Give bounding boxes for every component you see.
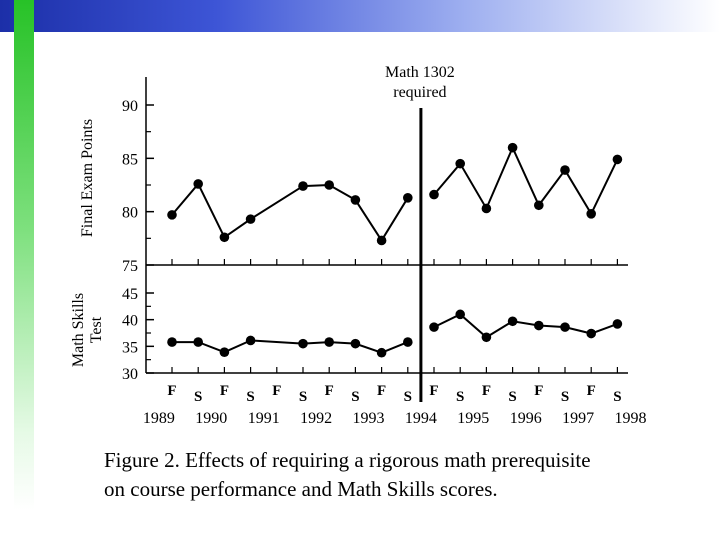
semester-label: F xyxy=(272,383,281,399)
caption-line-2: on course performance and Math Skills sc… xyxy=(104,477,498,501)
math-skills-data-point xyxy=(193,337,203,347)
year-label: 1990 xyxy=(195,410,227,427)
year-label: 1997 xyxy=(562,410,594,427)
final-exam-data-point xyxy=(350,195,361,205)
semester-label: F xyxy=(482,383,491,399)
semester-label: S xyxy=(246,389,254,405)
math-skills-y-tick-label: 35 xyxy=(122,339,138,356)
final-exam-data-point xyxy=(507,142,518,153)
caption-line-1: Figure 2. Effects of requiring a rigorou… xyxy=(104,448,591,472)
math-skills-data-point xyxy=(167,337,177,347)
math-skills-data-point xyxy=(324,337,335,347)
math-skills-y-axis-label: Test xyxy=(88,316,105,343)
semester-label: S xyxy=(613,389,621,405)
math-skills-data-point xyxy=(350,338,361,349)
semester-label: S xyxy=(194,389,202,405)
title-band xyxy=(0,0,720,32)
math-skills-data-point xyxy=(403,337,413,347)
math-skills-data-point xyxy=(560,322,570,332)
final-exam-data-point xyxy=(245,214,256,224)
math-skills-data-point xyxy=(534,320,544,331)
semester-label: F xyxy=(377,383,386,399)
final-exam-data-point xyxy=(612,154,623,165)
math-skills-data-point xyxy=(612,319,623,329)
math-skills-data-point xyxy=(219,347,230,358)
year-label: 1991 xyxy=(248,410,280,427)
math-skills-data-point xyxy=(429,322,439,332)
math-skills-y-tick-label: 30 xyxy=(122,366,138,383)
semester-label: F xyxy=(167,383,176,399)
annotation-line-2: required xyxy=(393,84,446,101)
math-skills-data-point xyxy=(481,332,492,343)
final-exam-data-point xyxy=(481,203,492,214)
semester-label: S xyxy=(299,389,307,405)
semester-label: F xyxy=(429,383,438,399)
year-label: 1998 xyxy=(615,410,647,427)
final-exam-series-line xyxy=(171,182,409,243)
semester-label: S xyxy=(508,389,516,405)
math-skills-data-point xyxy=(586,328,596,339)
semester-label: F xyxy=(325,383,334,399)
final-exam-data-point xyxy=(586,209,596,219)
math-skills-data-point xyxy=(507,316,518,327)
annotation-line-1: Math 1302 xyxy=(385,64,455,81)
math-skills-data-point xyxy=(298,338,308,349)
final-exam-data-point xyxy=(429,189,439,200)
semester-label: F xyxy=(534,383,543,399)
final-exam-data-point xyxy=(298,181,308,191)
final-exam-data-point xyxy=(560,165,570,175)
semester-label: F xyxy=(220,383,229,399)
math-skills-data-point xyxy=(376,347,387,358)
side-band xyxy=(14,0,34,510)
math-skills-data-point xyxy=(455,309,466,320)
chart: 90 85 80 75 Final Exam Points 45 40 35 30 Math Sk… xyxy=(70,64,647,427)
final-exam-data-point xyxy=(324,180,335,190)
year-label: 1994 xyxy=(405,410,437,427)
final-exam-y-axis-label: Final Exam Points xyxy=(79,119,96,237)
final-exam-y-tick-label: 80 xyxy=(122,205,138,222)
math-skills-y-tick-label: 40 xyxy=(122,313,138,330)
year-label: 1989 xyxy=(143,410,175,427)
final-exam-data-point xyxy=(455,158,466,169)
final-exam-y-tick-label: 75 xyxy=(122,258,138,275)
final-exam-data-point xyxy=(193,179,203,189)
final-exam-y-tick-label: 90 xyxy=(122,98,138,115)
final-exam-y-tick-label: 85 xyxy=(122,151,138,168)
year-label: 1992 xyxy=(300,410,332,427)
semester-label: F xyxy=(587,383,596,399)
figure-caption: Figure 2. Effects of requiring a rigorou… xyxy=(104,446,704,504)
math-skills-series-line xyxy=(172,339,409,354)
final-exam-data-point xyxy=(219,232,230,243)
semester-label: S xyxy=(404,389,412,405)
final-exam-series-line xyxy=(433,145,619,216)
semester-label: S xyxy=(561,389,569,405)
semester-label: S xyxy=(351,389,359,405)
year-label: 1993 xyxy=(353,410,385,427)
year-label: 1996 xyxy=(510,410,542,427)
math-skills-y-axis-label: Math Skills xyxy=(70,293,87,367)
final-exam-data-point xyxy=(167,210,177,220)
final-exam-data-point xyxy=(403,193,413,203)
math-skills-data-point xyxy=(245,335,256,346)
math-skills-y-tick-label: 45 xyxy=(122,286,138,303)
final-exam-data-point xyxy=(534,200,544,211)
final-exam-data-point xyxy=(376,235,387,246)
year-label: 1995 xyxy=(457,410,489,427)
semester-label: S xyxy=(456,389,464,405)
